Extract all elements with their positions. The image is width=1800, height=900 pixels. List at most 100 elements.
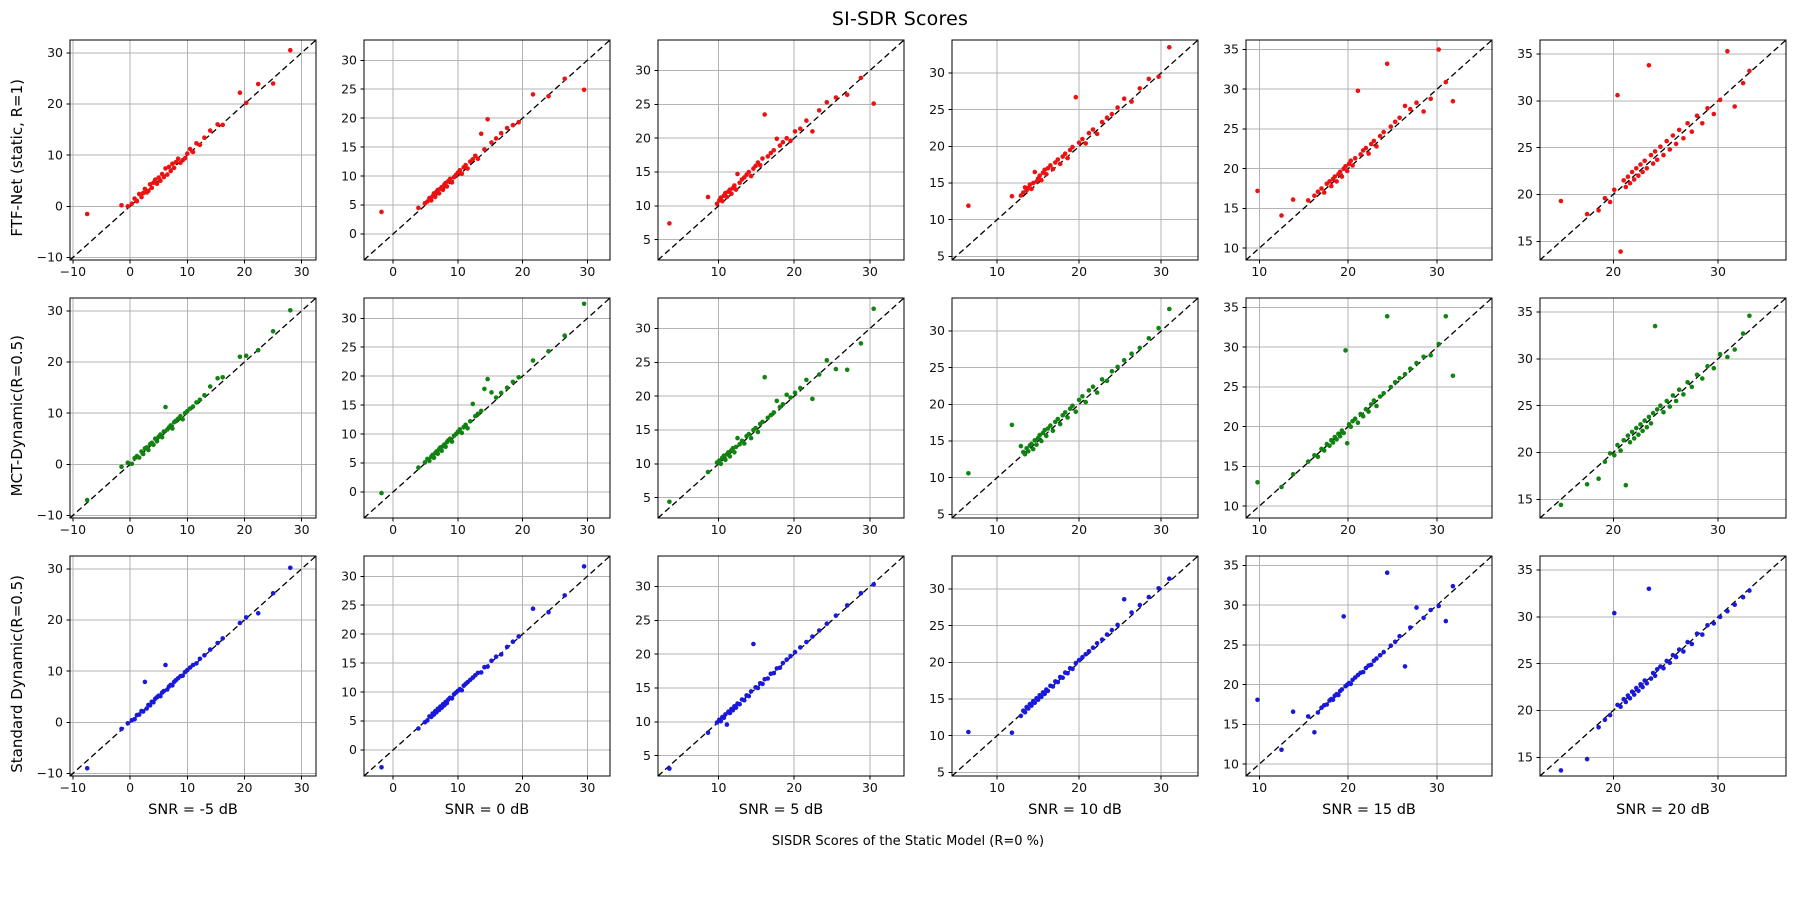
svg-text:25: 25: [1223, 379, 1239, 394]
svg-text:20: 20: [47, 354, 63, 369]
row-label-text: FTF-Net (static, R=1): [8, 79, 26, 237]
svg-text:10: 10: [1251, 264, 1267, 279]
panel-cell-r2c4: 10 20 30 10 15 20 25 30 35: [1206, 548, 1500, 800]
identity-line: [951, 555, 1199, 777]
svg-text:15: 15: [341, 139, 357, 154]
identity-line: [1539, 297, 1787, 519]
svg-text:10: 10: [635, 198, 651, 213]
grid-lines: [952, 40, 1198, 260]
panel-cell-r0c0: −10 0 10 20 30 −10 0 10 20 30: [30, 32, 324, 284]
y-tick-labels: 10 15 20 25 30 35: [1223, 300, 1239, 514]
identity-line: [1245, 297, 1493, 519]
svg-text:10: 10: [450, 264, 466, 279]
svg-text:20: 20: [929, 139, 945, 154]
x-tick-labels: −10 0 10 20 30: [60, 780, 310, 795]
svg-text:15: 15: [929, 691, 945, 706]
svg-text:20: 20: [1223, 677, 1239, 692]
data-points: [84, 308, 293, 503]
x-tick-labels: 10 20 30: [1251, 522, 1445, 537]
svg-text:25: 25: [1517, 140, 1533, 155]
svg-text:5: 5: [937, 507, 945, 522]
y-tick-labels: 5 10 15 20 25 30: [635, 321, 651, 505]
svg-text:0: 0: [349, 742, 357, 757]
svg-text:30: 30: [579, 780, 595, 795]
data-points: [966, 306, 1172, 476]
svg-text:20: 20: [515, 264, 531, 279]
svg-text:25: 25: [341, 339, 357, 354]
panel-cell-r1c0: −10 0 10 20 30 −10 0 10 20 30: [30, 290, 324, 542]
x-tick-labels: 10 20 30: [989, 780, 1169, 795]
svg-text:10: 10: [47, 405, 63, 420]
svg-text:15: 15: [341, 397, 357, 412]
svg-text:5: 5: [643, 490, 651, 505]
scatter-panel-r0c2: 10 20 30 5 10 15 20 25 30: [635, 39, 905, 279]
svg-text:10: 10: [989, 264, 1005, 279]
data-points: [379, 301, 587, 496]
svg-text:25: 25: [635, 97, 651, 112]
svg-text:30: 30: [635, 579, 651, 594]
svg-text:30: 30: [862, 780, 878, 795]
svg-text:35: 35: [1517, 46, 1533, 61]
svg-text:5: 5: [349, 197, 357, 212]
svg-text:30: 30: [1517, 351, 1533, 366]
scatter-panel-r2c3: 10 20 30 5 10 15 20 25 30: [929, 555, 1199, 795]
svg-text:20: 20: [1605, 780, 1621, 795]
svg-text:0: 0: [389, 522, 397, 537]
svg-text:20: 20: [786, 522, 802, 537]
grid-lines: [658, 298, 904, 518]
data-points: [1558, 48, 1752, 254]
grid-lines: [1540, 556, 1786, 776]
tick-marks: [948, 588, 1162, 780]
svg-text:20: 20: [635, 388, 651, 403]
svg-text:20: 20: [1223, 419, 1239, 434]
axes-frame: [657, 297, 905, 519]
svg-text:15: 15: [341, 655, 357, 670]
panel-cell-r0c5: 20 30 15 20 25 30 35: [1500, 32, 1794, 284]
svg-text:0: 0: [55, 456, 63, 471]
tick-marks: [1242, 565, 1438, 780]
data-points: [1255, 314, 1456, 490]
svg-text:30: 30: [1223, 81, 1239, 96]
panel-cell-r2c1: 0 10 20 30 0 5 10 15 20 25 30: [324, 548, 618, 800]
grid-lines: [1540, 40, 1786, 260]
panel-cell-r1c3: 10 20 30 5 10 15 20 25 30: [912, 290, 1206, 542]
data-points: [667, 306, 876, 505]
panel-cell-r1c5: 20 30 15 20 25 30 35: [1500, 290, 1794, 542]
svg-text:20: 20: [1071, 264, 1087, 279]
tick-marks: [948, 72, 1162, 264]
grid-lines: [658, 556, 904, 776]
svg-text:10: 10: [179, 264, 195, 279]
svg-text:35: 35: [1517, 562, 1533, 577]
svg-text:30: 30: [929, 65, 945, 80]
svg-text:10: 10: [1223, 498, 1239, 513]
svg-text:−10: −10: [37, 766, 63, 781]
svg-text:10: 10: [929, 470, 945, 485]
scatter-panel-r1c0: −10 0 10 20 30 −10 0 10 20 30: [37, 297, 317, 537]
figure-grid: FTF-Net (static, R=1) −10 0 10 20 30 −10 0 10 20 3…: [4, 32, 1800, 818]
svg-text:30: 30: [294, 780, 310, 795]
svg-text:20: 20: [1517, 703, 1533, 718]
svg-text:20: 20: [786, 780, 802, 795]
axes-frame: [363, 555, 611, 777]
svg-text:30: 30: [47, 45, 63, 60]
svg-text:15: 15: [929, 175, 945, 190]
svg-text:30: 30: [1517, 609, 1533, 624]
grid-lines: [952, 556, 1198, 776]
svg-text:30: 30: [341, 310, 357, 325]
data-points: [667, 75, 876, 226]
y-tick-labels: −10 0 10 20 30: [37, 561, 63, 781]
svg-text:20: 20: [47, 612, 63, 627]
svg-text:10: 10: [711, 264, 727, 279]
svg-text:15: 15: [1517, 749, 1533, 764]
svg-text:−10: −10: [60, 264, 86, 279]
svg-text:20: 20: [341, 368, 357, 383]
data-points: [84, 565, 293, 771]
svg-text:20: 20: [341, 626, 357, 641]
x-tick-labels: 20 30: [1605, 522, 1726, 537]
svg-text:20: 20: [786, 264, 802, 279]
svg-text:15: 15: [1517, 491, 1533, 506]
svg-text:35: 35: [1223, 42, 1239, 57]
svg-text:30: 30: [862, 522, 878, 537]
grid-lines: [952, 298, 1198, 518]
